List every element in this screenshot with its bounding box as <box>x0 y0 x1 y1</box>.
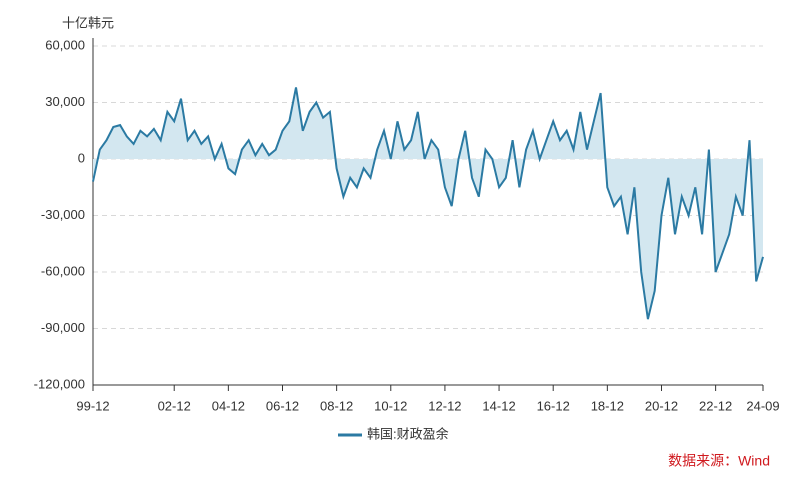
x-tick-label: 02-12 <box>158 398 191 413</box>
y-tick-label: -120,000 <box>34 376 85 391</box>
y-axis-label: 十亿韩元 <box>62 15 114 30</box>
x-tick-label: 20-12 <box>645 398 678 413</box>
x-tick-label: 24-09 <box>746 398 779 413</box>
x-tick-label: 16-12 <box>537 398 570 413</box>
x-tick-label: 06-12 <box>266 398 299 413</box>
y-tick-label: -30,000 <box>41 207 85 222</box>
x-tick-label: 10-12 <box>374 398 407 413</box>
x-tick-label: 04-12 <box>212 398 245 413</box>
y-tick-label: 30,000 <box>45 94 85 109</box>
legend-label: 韩国:财政盈余 <box>367 426 449 441</box>
y-tick-label: -60,000 <box>41 263 85 278</box>
line <box>92 87 764 320</box>
x-tick-label: 18-12 <box>591 398 624 413</box>
y-tick-label: 60,000 <box>45 37 85 52</box>
source: 数据来源：Wind <box>668 453 770 469</box>
y-tick-label: 0 <box>78 150 85 165</box>
x-tick-label: 99-12 <box>76 398 109 413</box>
x-tick-label: 22-12 <box>699 398 732 413</box>
x-tick-label: 12-12 <box>428 398 461 413</box>
x-tick-label: 14-12 <box>482 398 515 413</box>
y-tick-label: -90,000 <box>41 320 85 335</box>
x-tick-label: 08-12 <box>320 398 353 413</box>
area <box>93 87 763 320</box>
